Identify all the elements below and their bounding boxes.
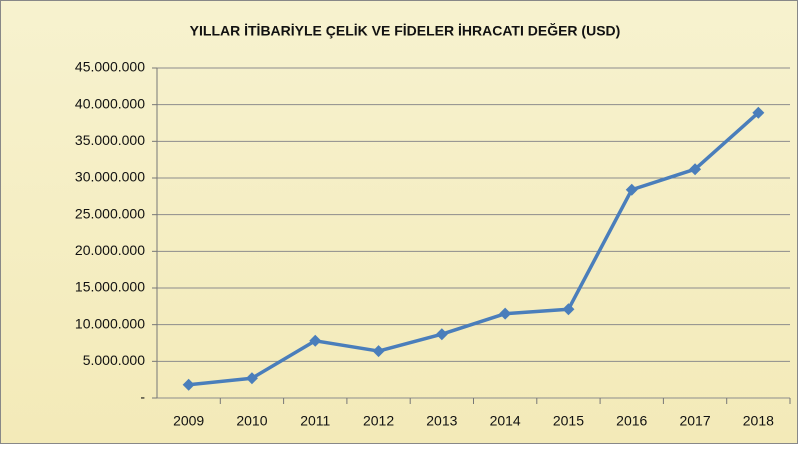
- y-tick-label: 10.000.000: [75, 315, 145, 331]
- marker: [689, 163, 702, 176]
- y-tick-label: 25.000.000: [75, 205, 145, 221]
- x-tick-label: 2009: [173, 413, 204, 429]
- y-tick-label: 40.000.000: [75, 95, 145, 111]
- y-tick-label: 15.000.000: [75, 279, 145, 295]
- x-tick-label: 2013: [426, 413, 457, 429]
- x-tick-label: 2016: [616, 413, 647, 429]
- marker: [752, 106, 765, 119]
- y-tick-label: 45.000.000: [75, 59, 145, 75]
- y-tick-label: 30.000.000: [75, 169, 145, 185]
- line: [188, 111, 760, 387]
- marker: [435, 328, 448, 341]
- x-tick-label: 2012: [363, 413, 394, 429]
- y-tick-label: 20.000.000: [75, 242, 145, 258]
- x-tick-label: 2010: [236, 413, 267, 429]
- x-tick-label: 2011: [300, 413, 330, 429]
- x-tick-label: 2014: [490, 413, 521, 429]
- x-tick-label: 2018: [743, 413, 774, 429]
- marker: [182, 378, 195, 391]
- marker: [245, 372, 258, 385]
- y-tick-label: 5.000.000: [83, 352, 145, 368]
- chart-title: YILLAR İTİBARİYLE ÇELİK VE FİDELER İHRAC…: [190, 22, 621, 39]
- marker: [499, 307, 512, 320]
- x-tick-label: 2017: [679, 413, 710, 429]
- y-tick-label: -: [140, 389, 145, 405]
- marker: [309, 334, 322, 347]
- x-tick-label: 2015: [553, 413, 584, 429]
- marker: [372, 345, 385, 358]
- y-tick-label: 35.000.000: [75, 132, 145, 148]
- marker: [562, 303, 575, 316]
- marker: [625, 183, 638, 196]
